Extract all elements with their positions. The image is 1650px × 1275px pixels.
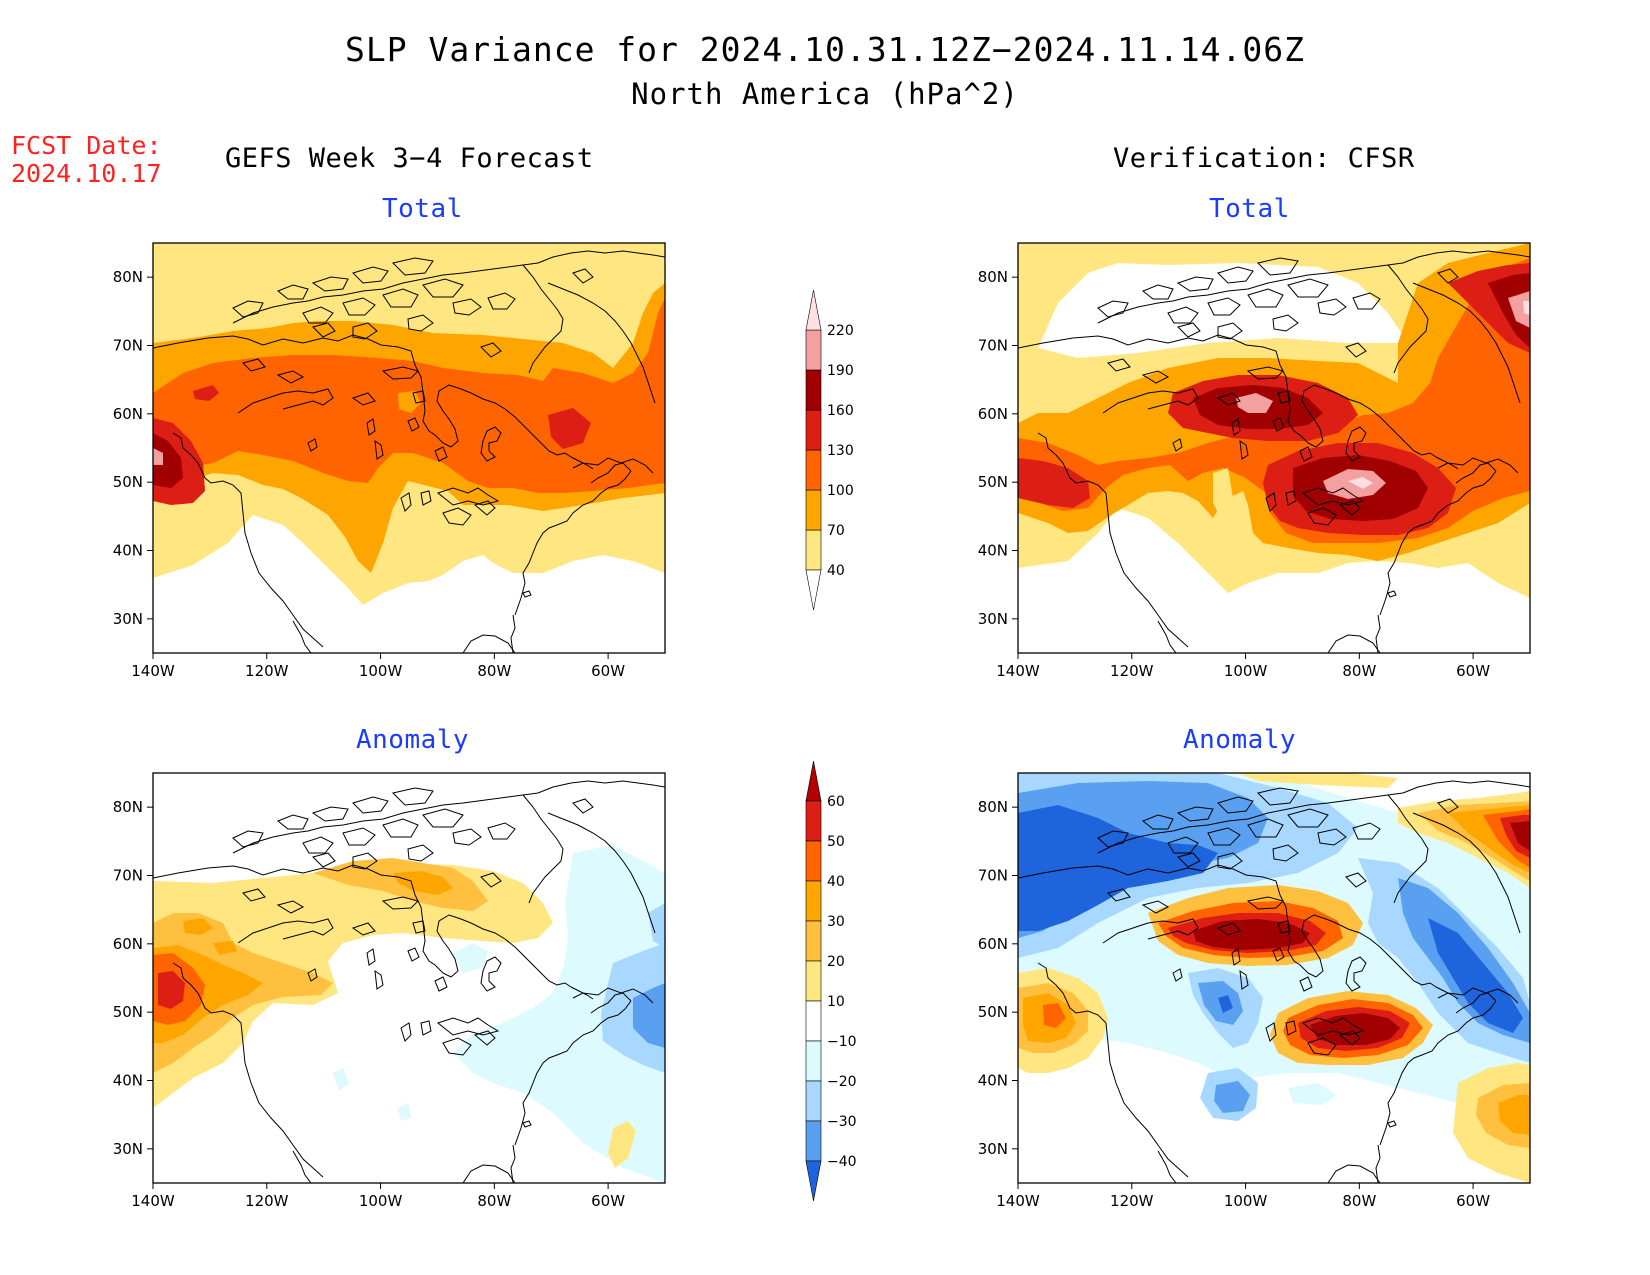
lon-tick-label: 140W bbox=[996, 1192, 1040, 1210]
lat-tick-label: 60N bbox=[978, 405, 1008, 423]
forecast-column-title: GEFS Week 3−4 Forecast bbox=[225, 143, 594, 174]
verification-total-title: Total bbox=[1209, 194, 1290, 224]
verification-anomaly-map bbox=[1017, 772, 1531, 1184]
total-colorbar-label: 40 bbox=[827, 563, 845, 579]
verification-anomaly-title: Anomaly bbox=[1183, 725, 1297, 755]
total-colorbar-label: 220 bbox=[827, 323, 854, 339]
lat-tick-label: 60N bbox=[113, 935, 143, 953]
anomaly-colorbar-box bbox=[805, 920, 822, 962]
total-colorbar-bottom-arrow bbox=[805, 569, 822, 611]
lat-tick-label: 50N bbox=[113, 473, 143, 491]
lat-tick-label: 30N bbox=[113, 610, 143, 628]
lon-tick-label: 120W bbox=[245, 1192, 289, 1210]
anomaly-colorbar: 60 50 40 30 20 10 −10 −20 −30 −40 bbox=[805, 760, 857, 1202]
lat-tick-label: 50N bbox=[978, 473, 1008, 491]
lon-tick-label: 120W bbox=[1110, 662, 1154, 680]
lon-tick-label: 80W bbox=[1342, 662, 1376, 680]
lon-tick-label: 60W bbox=[591, 662, 625, 680]
lat-tick-label: 80N bbox=[978, 798, 1008, 816]
lat-tick-label: 30N bbox=[113, 1140, 143, 1158]
anomaly-colorbar-label: 20 bbox=[827, 954, 845, 970]
lon-tick-label: 100W bbox=[359, 1192, 403, 1210]
total-colorbar-label: 160 bbox=[827, 403, 854, 419]
anomaly-colorbar-box bbox=[805, 1000, 822, 1042]
lat-tick-label: 70N bbox=[113, 867, 143, 885]
anomaly-colorbar-label: 30 bbox=[827, 914, 845, 930]
lat-tick-label: 60N bbox=[978, 935, 1008, 953]
total-colorbar-box bbox=[805, 529, 822, 571]
lat-tick-label: 60N bbox=[113, 405, 143, 423]
anomaly-colorbar-box bbox=[805, 960, 822, 1002]
anomaly-colorbar-label: 50 bbox=[827, 834, 845, 850]
anomaly-colorbar-box bbox=[805, 800, 822, 842]
fcst-date-value: 2024.10.17 bbox=[11, 159, 162, 188]
lat-tick-label: 70N bbox=[978, 337, 1008, 355]
lat-tick-label: 80N bbox=[113, 798, 143, 816]
anomaly-colorbar-label: 10 bbox=[827, 994, 845, 1010]
lat-tick-label: 50N bbox=[113, 1003, 143, 1021]
total-colorbar-box bbox=[805, 329, 822, 371]
anomaly-colorbar-top-arrow bbox=[805, 760, 822, 802]
total-colorbar-label: 190 bbox=[827, 363, 854, 379]
sub-title: North America (hPa^2) bbox=[631, 77, 1019, 111]
anomaly-colorbar-label: −40 bbox=[827, 1154, 857, 1170]
total-colorbar-box bbox=[805, 489, 822, 531]
anomaly-colorbar-label: 40 bbox=[827, 874, 845, 890]
total-colorbar: 40 70 100 130 160 190 220 bbox=[805, 289, 854, 611]
lon-tick-label: 140W bbox=[131, 662, 175, 680]
fcst-date-label: FCST Date: bbox=[11, 131, 162, 160]
total-colorbar-label: 100 bbox=[827, 483, 854, 499]
lon-tick-label: 100W bbox=[1224, 1192, 1268, 1210]
total-colorbar-label: 70 bbox=[827, 523, 845, 539]
main-title: SLP Variance for 2024.10.31.12Z−2024.11.… bbox=[345, 30, 1305, 69]
anomaly-colorbar-label: −20 bbox=[827, 1074, 857, 1090]
lat-tick-label: 30N bbox=[978, 610, 1008, 628]
anomaly-colorbar-box bbox=[805, 1080, 822, 1122]
lon-tick-label: 120W bbox=[245, 662, 289, 680]
total-colorbar-label: 130 bbox=[827, 443, 854, 459]
anomaly-colorbar-box bbox=[805, 840, 822, 882]
lon-tick-label: 80W bbox=[477, 662, 511, 680]
anomaly-colorbar-box bbox=[805, 880, 822, 922]
lon-tick-label: 100W bbox=[1224, 662, 1268, 680]
lon-tick-label: 60W bbox=[1456, 1192, 1490, 1210]
verification-column-title: Verification: CFSR bbox=[1113, 143, 1415, 174]
lon-tick-label: 60W bbox=[591, 1192, 625, 1210]
anomaly-colorbar-box bbox=[805, 1040, 822, 1082]
forecast-total-title: Total bbox=[382, 194, 463, 224]
total-colorbar-box bbox=[805, 449, 822, 491]
lon-tick-label: 80W bbox=[1342, 1192, 1376, 1210]
anomaly-colorbar-label: −10 bbox=[827, 1034, 857, 1050]
forecast-total-map bbox=[152, 242, 666, 654]
forecast-anomaly-title: Anomaly bbox=[356, 725, 470, 755]
lon-tick-label: 60W bbox=[1456, 662, 1490, 680]
forecast-anomaly-map bbox=[152, 772, 666, 1184]
lat-tick-label: 50N bbox=[978, 1003, 1008, 1021]
lon-tick-label: 100W bbox=[359, 662, 403, 680]
lat-tick-label: 80N bbox=[978, 268, 1008, 286]
lat-tick-label: 80N bbox=[113, 268, 143, 286]
lon-tick-label: 120W bbox=[1110, 1192, 1154, 1210]
map-axes: 80N 70N 60N 50N 40N 30N 140W 120W 100W 80W 60W 80N 7… bbox=[113, 268, 1491, 1210]
lat-tick-label: 40N bbox=[978, 542, 1008, 560]
lon-tick-label: 80W bbox=[477, 1192, 511, 1210]
lat-tick-label: 40N bbox=[113, 542, 143, 560]
lat-tick-label: 70N bbox=[113, 337, 143, 355]
total-colorbar-top-arrow bbox=[805, 289, 822, 331]
lon-tick-label: 140W bbox=[996, 662, 1040, 680]
verification-total-map bbox=[1017, 242, 1531, 654]
anomaly-colorbar-box bbox=[805, 1120, 822, 1162]
lon-tick-label: 140W bbox=[131, 1192, 175, 1210]
lat-tick-label: 30N bbox=[978, 1140, 1008, 1158]
total-colorbar-box bbox=[805, 409, 822, 451]
lat-tick-label: 70N bbox=[978, 867, 1008, 885]
anomaly-colorbar-bottom-arrow bbox=[805, 1160, 822, 1202]
lat-tick-label: 40N bbox=[113, 1072, 143, 1090]
total-colorbar-box bbox=[805, 369, 822, 411]
anomaly-colorbar-label: 60 bbox=[827, 794, 845, 810]
anomaly-colorbar-label: −30 bbox=[827, 1114, 857, 1130]
lat-tick-label: 40N bbox=[978, 1072, 1008, 1090]
